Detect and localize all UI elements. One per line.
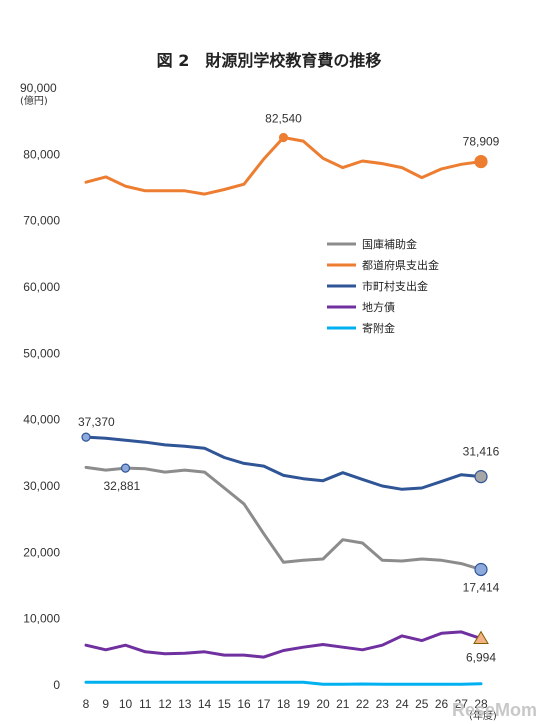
data-label: 17,414 — [463, 580, 500, 594]
x-tick-label: 25 — [415, 697, 429, 711]
legend-label: 市町村支出金 — [362, 279, 428, 293]
y-axis-ticks: 0 10,000 20,000 30,000 40,000 50,000 60,000 70,… — [23, 147, 60, 692]
data-label: 6,994 — [466, 651, 496, 665]
y-tick-label: 60,000 — [23, 280, 60, 294]
x-tick-label: 20 — [316, 697, 330, 711]
x-tick-label: 9 — [102, 697, 109, 711]
y-axis-unit: (億円) — [20, 94, 48, 107]
x-tick-label: 16 — [237, 697, 251, 711]
x-tick-label: 12 — [158, 697, 172, 711]
x-tick-label: 28 — [474, 697, 488, 711]
x-tick-label: 23 — [376, 697, 390, 711]
series-line-2 — [84, 435, 483, 491]
legend-label: 寄附金 — [362, 321, 395, 335]
y-tick-label: 50,000 — [23, 346, 60, 360]
x-tick-label: 27 — [455, 697, 469, 711]
data-point-marker — [81, 432, 91, 442]
series-line-1 — [84, 136, 483, 196]
x-tick-label: 15 — [218, 697, 232, 711]
x-tick-label: 17 — [257, 697, 271, 711]
series-line-0 — [84, 465, 483, 571]
y-tick-label: 10,000 — [23, 612, 60, 626]
annotation-layer: 82,540 78,909 37,370 32,881 31,416 17,414 6,99… — [78, 111, 500, 664]
legend-label: 地方債 — [362, 300, 395, 314]
y-tick-label: 0 — [53, 678, 60, 692]
data-label: 78,909 — [463, 135, 500, 149]
x-tick-label: 26 — [435, 697, 449, 711]
legend-label: 国庫補助金 — [362, 237, 417, 251]
x-tick-label: 11 — [139, 697, 152, 711]
x-axis-ticks: 8 9 10 11 12 13 14 15 16 17 18 19 20 21 22 23 24 25 26 27 28 — [83, 697, 488, 711]
y-tick-label: 80,000 — [23, 147, 60, 161]
data-label: 32,881 — [104, 479, 141, 493]
data-point-marker — [474, 470, 488, 484]
y-tick-label: 70,000 — [23, 214, 60, 228]
series-layer — [84, 136, 483, 686]
x-tick-label: 21 — [336, 697, 350, 711]
data-label: 82,540 — [265, 111, 302, 125]
data-point-marker — [278, 132, 289, 143]
chart-title: 図 2 財源別学校教育費の推移 — [157, 51, 382, 70]
watermark-logo: ReseMom — [452, 700, 537, 720]
x-tick-label: 14 — [198, 697, 212, 711]
x-axis-unit: (年度) — [469, 709, 497, 722]
x-tick-label: 19 — [297, 697, 311, 711]
data-point-marker — [474, 562, 488, 577]
x-tick-label: 22 — [356, 697, 370, 711]
x-tick-label: 10 — [119, 697, 133, 711]
series-line-4 — [84, 680, 483, 686]
x-tick-label: 13 — [178, 697, 192, 711]
y-tick-label: 30,000 — [23, 479, 60, 493]
series-line-3 — [84, 630, 483, 659]
data-label: 37,370 — [78, 415, 115, 429]
y-tick-label: 40,000 — [23, 413, 60, 427]
legend-label: 都道府県支出金 — [362, 258, 439, 272]
x-tick-label: 18 — [277, 697, 291, 711]
data-label: 31,416 — [463, 445, 500, 459]
y-axis-top-tick: 90,000 — [20, 81, 57, 95]
data-point-marker — [473, 630, 489, 645]
data-point-marker — [120, 463, 131, 473]
x-tick-label: 8 — [83, 697, 90, 711]
x-tick-label: 24 — [395, 697, 409, 711]
data-point-marker — [474, 154, 488, 169]
y-tick-label: 20,000 — [23, 545, 60, 559]
